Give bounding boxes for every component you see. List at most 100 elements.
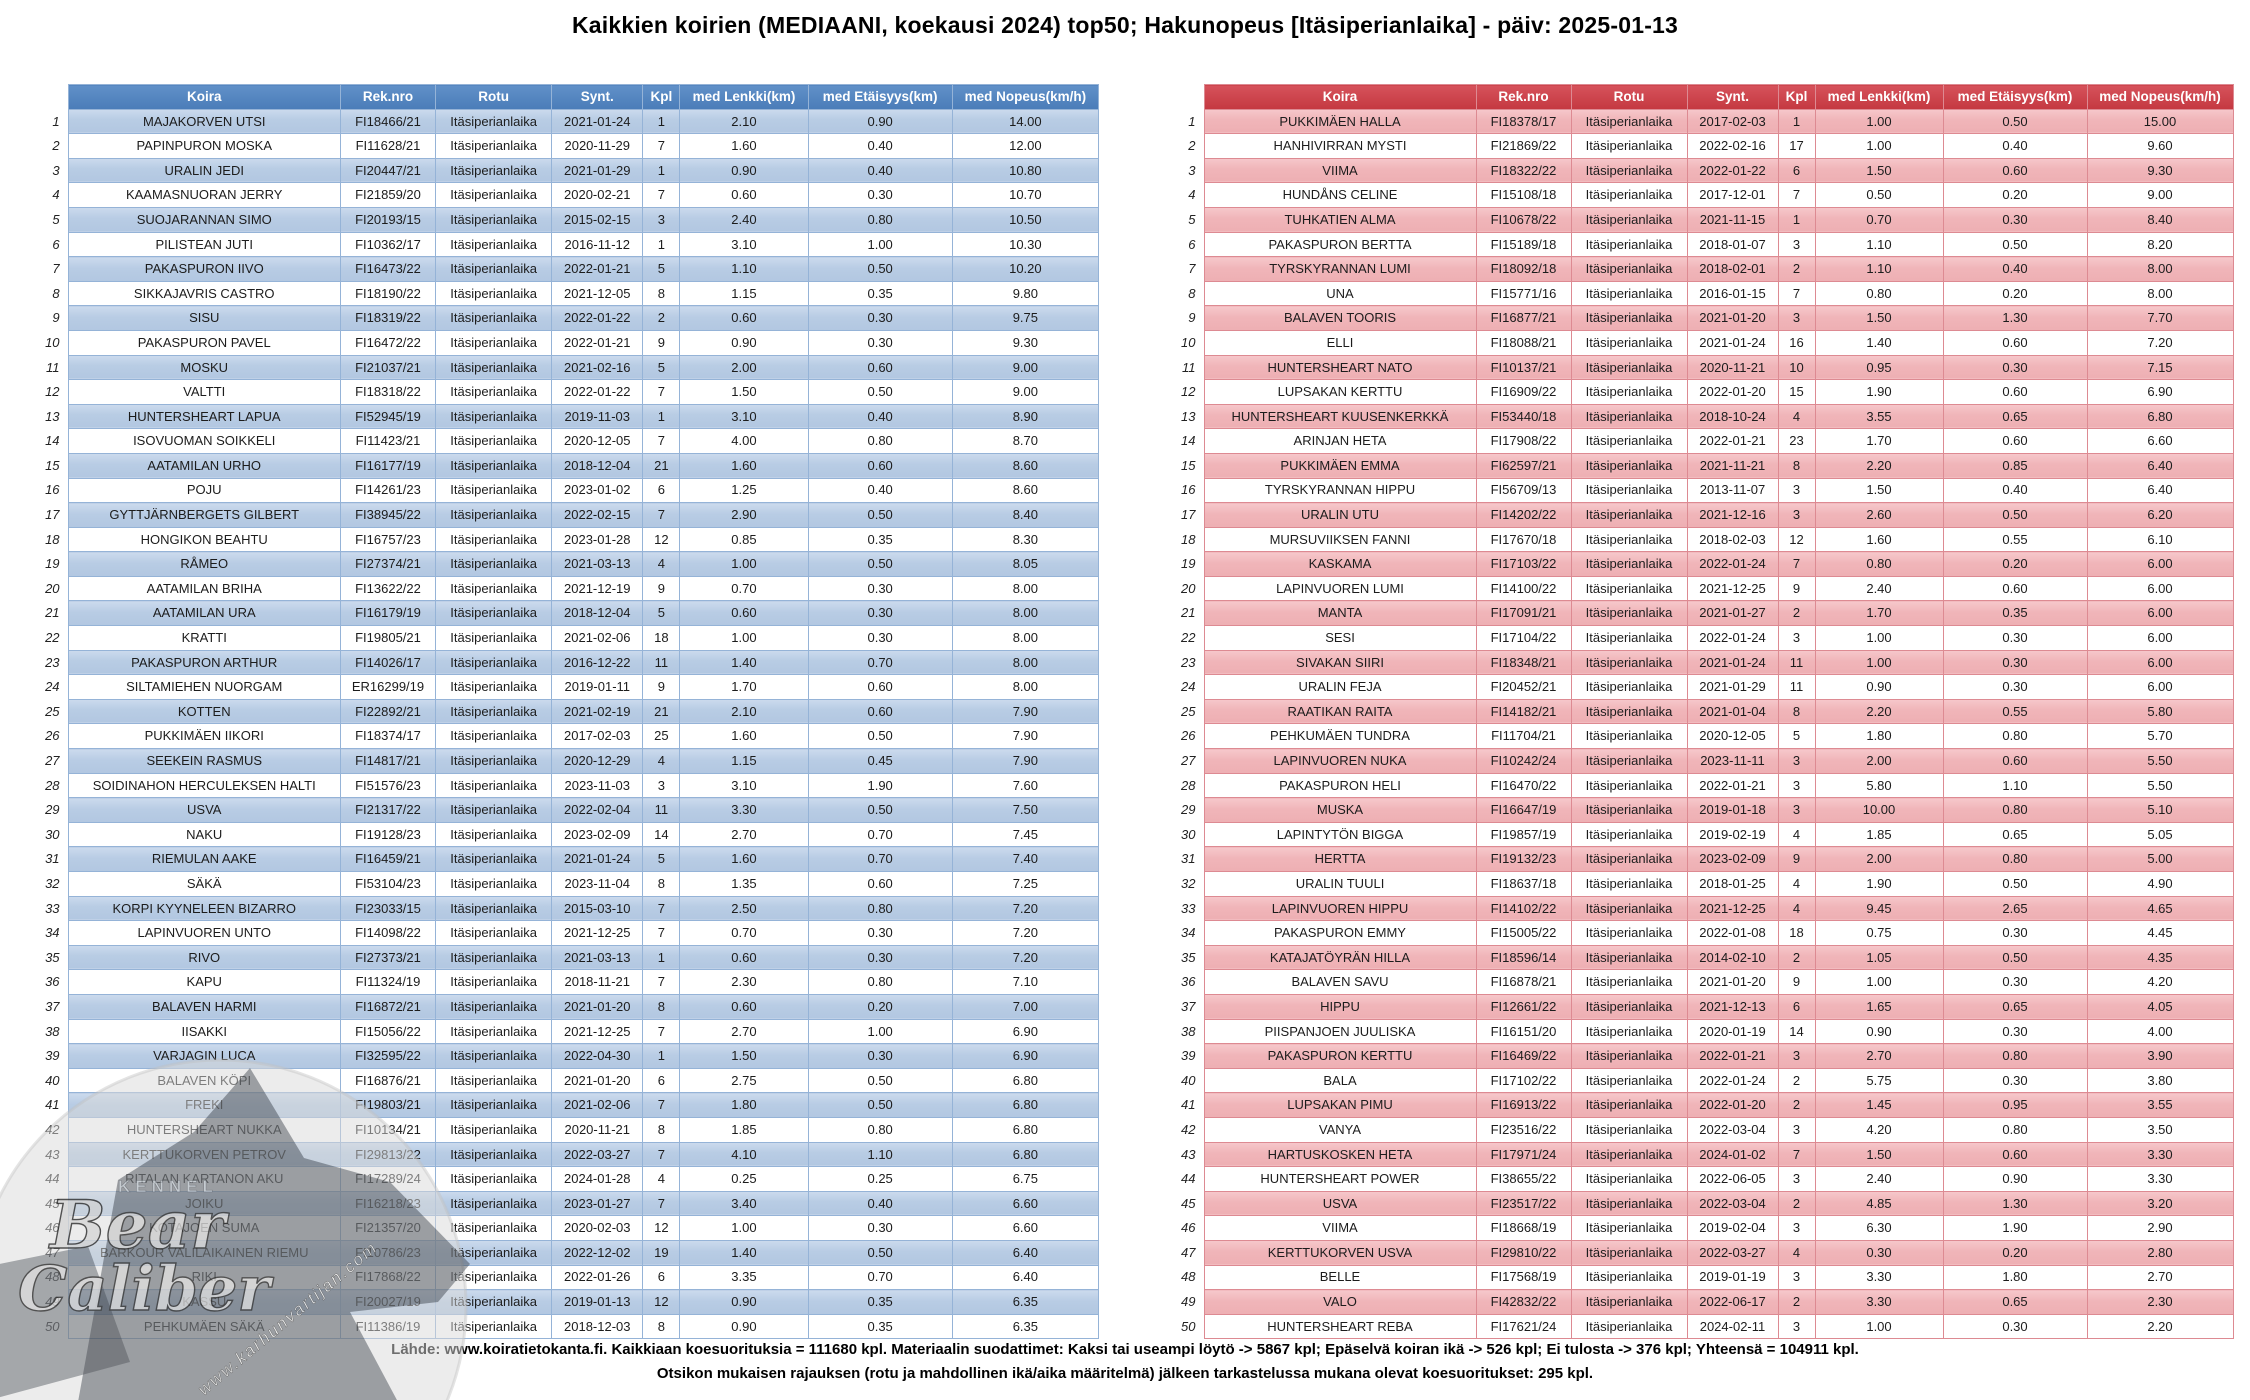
cell: 2022-01-20 <box>1686 1092 1779 1118</box>
cell: Itäsiperianlaika <box>1570 723 1688 750</box>
cell: 0.95 <box>1814 354 1944 381</box>
cell: FI14261/23 <box>339 477 437 504</box>
cell: 7.15 <box>2086 354 2234 381</box>
column-header: Rek.nro <box>339 84 437 110</box>
cell: 0.50 <box>807 551 953 577</box>
cell: Itäsiperianlaika <box>435 920 553 946</box>
cell: FI16878/21 <box>1475 969 1572 995</box>
cell: 1 <box>642 231 681 258</box>
table-row: 7 TYRSKYRANNAN LUMI FI18092/18 Itäsiperianl… <box>1166 256 2234 282</box>
cell: 3 <box>642 772 681 799</box>
cell: 2.00 <box>679 354 809 381</box>
cell: 0.55 <box>1942 698 2088 725</box>
cell: 2022-02-16 <box>1686 133 1779 159</box>
table-row: 39 VARJAGIN LUCA FI32595/22 Itäsiperianlaik… <box>30 1043 1100 1069</box>
row-rank: 41 <box>1181 1097 1196 1113</box>
cell: 7 <box>642 502 681 528</box>
cell: 2016-01-15 <box>1686 280 1779 307</box>
cell: FI21859/20 <box>339 182 437 208</box>
cell: 14 <box>1777 1018 1816 1045</box>
cell: HONGIKON BEAHTU <box>67 526 341 553</box>
cell: 9.30 <box>951 329 1100 356</box>
table-row: 8 UNA FI15771/16 Itäsiperianlaika 2016-01-15… <box>1166 280 2234 307</box>
cell: LAPINVUOREN HIPPU <box>1203 895 1477 922</box>
cell: SOIDINAHON HERCULEKSEN HALTI <box>67 772 341 799</box>
cell: FI18374/17 <box>339 723 437 750</box>
cell: 0.40 <box>807 157 953 184</box>
table-row: 15 PUKKIMÄEN EMMA FI62597/21 Itäsiperianlai… <box>1166 452 2234 479</box>
cell: 11 <box>1777 674 1816 700</box>
cell: Itäsiperianlaika <box>1570 526 1688 553</box>
cell: 2.40 <box>1814 575 1944 602</box>
cell: 3 <box>1777 305 1816 331</box>
row-rank: 25 <box>1181 703 1196 719</box>
cell: 9 <box>642 575 681 602</box>
cell: Itäsiperianlaika <box>1570 772 1688 799</box>
cell: FI11386/19 <box>339 1313 437 1340</box>
cell: FI21317/22 <box>339 797 437 823</box>
column-header: med Etäisyys(km) <box>807 84 953 110</box>
cell: FI18092/18 <box>1475 256 1572 282</box>
cell: Itäsiperianlaika <box>435 600 553 627</box>
cell: FI16470/22 <box>1475 772 1572 799</box>
cell: 1 <box>642 403 681 430</box>
table-row: 17 URALIN UTU FI14202/22 Itäsiperianlaika 20… <box>1166 502 2234 528</box>
cell: FI16472/22 <box>339 329 437 356</box>
cell: RIKI <box>67 1264 341 1291</box>
cell: Itäsiperianlaika <box>1570 969 1688 995</box>
row-rank: 33 <box>1181 900 1196 916</box>
cell: 0.80 <box>807 969 953 995</box>
cell: LUPSAKAN PIMU <box>1203 1092 1477 1118</box>
cell: 1.85 <box>1814 821 1944 848</box>
cell: 3.10 <box>679 772 809 799</box>
table-row: 27 LAPINVUOREN NUKA FI10242/24 Itäsiperianl… <box>1166 748 2234 774</box>
cell: 1.50 <box>1814 157 1944 184</box>
cell: FI29810/22 <box>1475 1239 1572 1266</box>
cell: 0.80 <box>1814 551 1944 577</box>
cell: 2018-01-25 <box>1686 871 1779 897</box>
column-header: med Nopeus(km/h) <box>2086 84 2234 110</box>
cell: 6.00 <box>2086 674 2234 700</box>
cell: 1.40 <box>679 649 809 676</box>
cell: 23 <box>1777 428 1816 454</box>
cell: 0.80 <box>807 895 953 922</box>
cell: Itäsiperianlaika <box>435 625 553 651</box>
row-rank: 6 <box>52 236 60 252</box>
cell: FI17908/22 <box>1475 428 1572 454</box>
table-row: 27 SEEKEIN RASMUS FI14817/21 Itäsiperianlai… <box>30 748 1100 774</box>
cell: 6.40 <box>2086 452 2234 479</box>
cell: 0.70 <box>807 846 953 872</box>
cell: 0.50 <box>1814 182 1944 208</box>
cell: Itäsiperianlaika <box>1570 280 1688 307</box>
cell: Itäsiperianlaika <box>435 748 553 774</box>
cell: FI32595/22 <box>339 1043 437 1069</box>
cell: 2021-12-13 <box>1686 993 1779 1020</box>
cell: 6 <box>1777 993 1816 1020</box>
cell: FI17670/18 <box>1475 526 1572 553</box>
cell: 8.60 <box>951 452 1100 479</box>
cell: 0.50 <box>807 1067 953 1094</box>
row-rank: 18 <box>45 531 60 547</box>
cell: 3 <box>1777 1264 1816 1291</box>
table-row: 42 HUNTERSHEART NUKKA FI10134/21 Itäsiperia… <box>30 1116 1100 1143</box>
cell: VIIMA <box>1203 1215 1477 1241</box>
cell: 1.00 <box>1814 649 1944 676</box>
cell: HUNTERSHEART REBA <box>1203 1313 1477 1340</box>
cell: 2023-11-04 <box>551 871 644 897</box>
cell: 2.65 <box>1942 895 2088 922</box>
cell: MANTA <box>1203 600 1477 627</box>
cell: FI17568/19 <box>1475 1264 1572 1291</box>
cell: AATAMILAN URA <box>67 600 341 627</box>
cell: SEEKEIN RASMUS <box>67 748 341 774</box>
cell: 9.80 <box>951 280 1100 307</box>
cell: FI19805/21 <box>339 625 437 651</box>
cell: 2021-03-13 <box>551 944 644 971</box>
cell: 3 <box>1777 231 1816 258</box>
cell: 5 <box>642 600 681 627</box>
cell: MOSKU <box>67 354 341 381</box>
cell: 6 <box>642 1067 681 1094</box>
cell: FI23033/15 <box>339 895 437 922</box>
cell: FI53440/18 <box>1475 403 1572 430</box>
cell: 2021-01-20 <box>1686 969 1779 995</box>
cell: BALAVEN SAVU <box>1203 969 1477 995</box>
